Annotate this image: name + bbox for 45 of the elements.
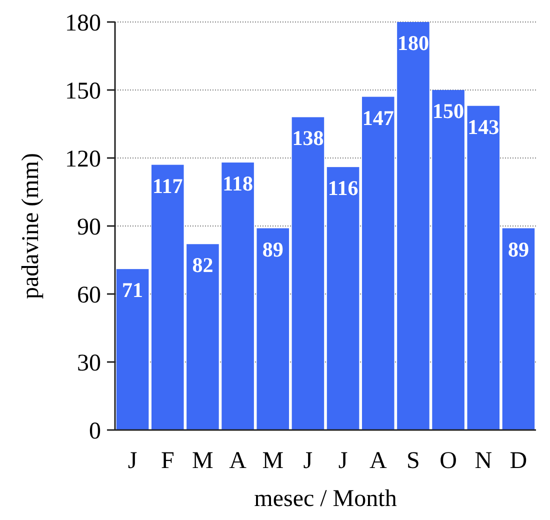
- data-label: 143: [468, 114, 500, 139]
- y-tick-label: 30: [77, 350, 101, 376]
- bar: [362, 96, 394, 430]
- bar: [467, 106, 500, 430]
- x-tick-label: J: [128, 448, 138, 474]
- x-tick-label: F: [160, 448, 174, 474]
- y-tick-label: 150: [65, 78, 101, 104]
- bar: [222, 162, 254, 430]
- x-tick-label: A: [369, 448, 388, 474]
- x-axis-title: mesec / Month: [254, 486, 397, 512]
- bar: [151, 164, 184, 430]
- y-tick-label: 60: [77, 282, 101, 308]
- data-label: 71: [122, 278, 144, 302]
- y-tick-label: 120: [65, 146, 101, 172]
- y-tick-label: 90: [77, 214, 101, 240]
- x-tick-label: N: [474, 448, 492, 474]
- x-tick-label: M: [262, 448, 284, 474]
- x-tick-label: O: [440, 448, 457, 474]
- data-label: 89: [262, 237, 284, 262]
- bar: [292, 117, 324, 430]
- x-tick-label: A: [229, 448, 248, 474]
- bar: [116, 269, 149, 430]
- x-tick-label: J: [338, 448, 348, 474]
- data-label: 116: [328, 176, 358, 200]
- x-tick-label: J: [303, 448, 313, 474]
- data-label: 82: [192, 253, 214, 278]
- data-label: 147: [362, 106, 394, 130]
- bar: [502, 228, 535, 430]
- bar: [186, 244, 219, 430]
- bar: [256, 228, 290, 430]
- bar: [326, 167, 360, 430]
- data-label: 89: [508, 237, 529, 262]
- x-tick-label: M: [192, 448, 214, 474]
- bar: [432, 90, 464, 430]
- data-label: 180: [397, 31, 429, 55]
- data-label: 138: [292, 126, 324, 150]
- x-tick-label: D: [510, 448, 528, 474]
- y-tick-label: 0: [89, 418, 101, 444]
- data-label: 150: [432, 99, 464, 123]
- y-axis-title: padavine (mm): [18, 153, 44, 299]
- data-label: 117: [152, 174, 183, 198]
- y-tick-label: 180: [65, 10, 101, 36]
- x-tick-label: S: [406, 448, 420, 474]
- data-label: 118: [222, 172, 253, 196]
- bar: [397, 22, 430, 430]
